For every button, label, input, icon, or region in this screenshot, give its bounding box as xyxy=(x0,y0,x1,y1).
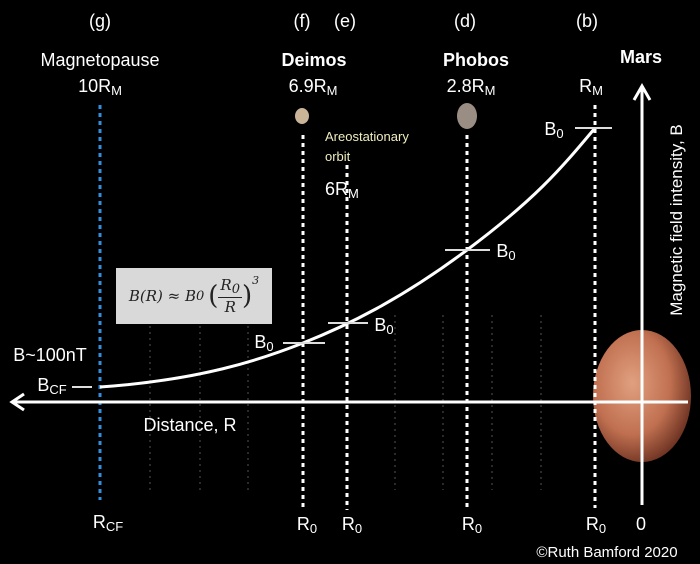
formula-lhs: B(R) ≈ B xyxy=(128,287,196,305)
mars-title: Mars xyxy=(619,47,663,67)
deimos-title: Deimos xyxy=(281,50,347,70)
formula-fraction: R0 R xyxy=(218,276,242,316)
deimos-distance: 6.9RM xyxy=(288,76,338,98)
b0-label-mars: B0 xyxy=(544,119,564,141)
field-curve xyxy=(99,127,597,389)
copyright: ©Ruth Bamford 2020 xyxy=(536,544,678,561)
x-axis xyxy=(9,392,688,412)
magnetopause-title: Magnetopause xyxy=(40,50,160,70)
areostationary-label: Areostationary xyxy=(325,129,409,144)
b0-label-areostationary: B0 xyxy=(374,315,394,337)
label-d: (d) xyxy=(454,11,476,31)
b0-label-phobos: B0 xyxy=(496,241,516,263)
deimos-moon xyxy=(295,108,309,124)
magnetopause-distance: 10RM xyxy=(78,76,122,98)
formula-exponent: 3 xyxy=(252,274,260,287)
formula-lhs-sub: 0 xyxy=(195,288,205,304)
label-f: (f) xyxy=(293,11,311,31)
x-axis-label: Distance, R xyxy=(143,415,237,435)
areostationary-label-2: orbit xyxy=(325,149,351,164)
y-axis-label: Magnetic field intensity, B xyxy=(667,124,686,316)
bcf-label: BCF xyxy=(37,375,67,397)
r0-label-mars: R0 xyxy=(585,514,607,536)
mars-radius: RM xyxy=(579,76,603,98)
label-g: (g) xyxy=(89,11,111,31)
b-field-value: B~100nT xyxy=(13,345,87,365)
phobos-title: Phobos xyxy=(443,50,509,70)
origin-label: 0 xyxy=(635,514,647,534)
faint-grid-lines xyxy=(149,315,542,490)
phobos-moon xyxy=(457,103,477,129)
b0-label-deimos: B0 xyxy=(254,332,274,354)
phobos-distance: 2.8RM xyxy=(446,76,496,98)
r0-label-areostationary: R0 xyxy=(341,514,363,536)
label-e: (e) xyxy=(334,11,356,31)
b0-ticks xyxy=(72,127,612,388)
y-axis xyxy=(632,82,652,505)
rcf-label: RCF xyxy=(92,512,124,534)
areostationary-distance: 6RM xyxy=(325,179,359,201)
r0-label-deimos: R0 xyxy=(296,514,318,536)
label-b: (b) xyxy=(576,11,598,31)
r0-label-phobos: R0 xyxy=(461,514,483,536)
